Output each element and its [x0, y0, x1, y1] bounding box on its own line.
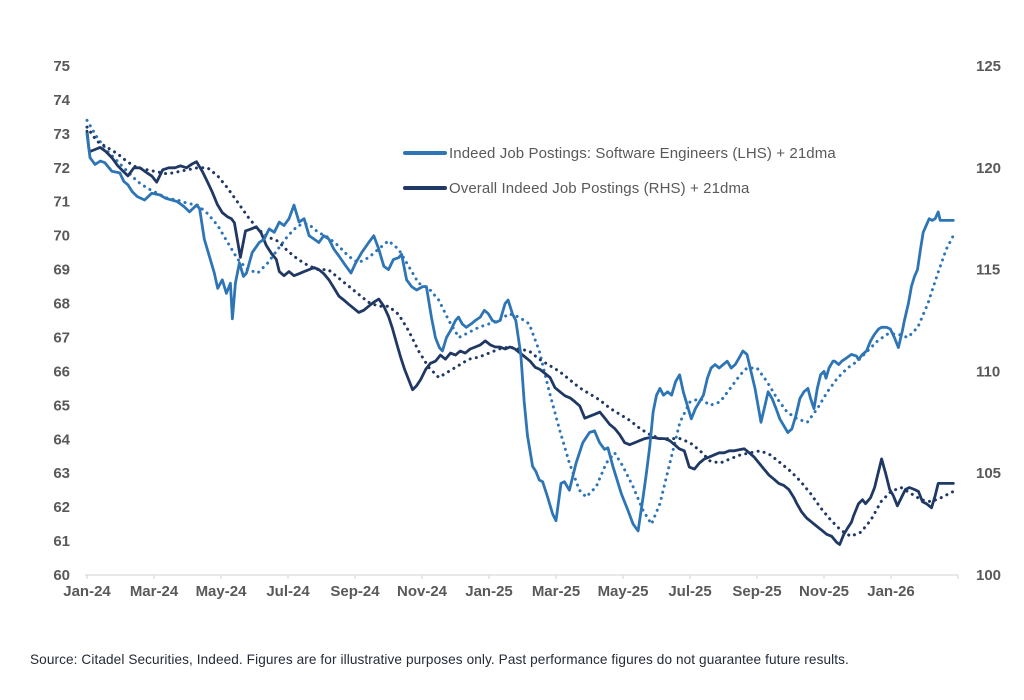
y-left-tick-label: 72 — [53, 160, 70, 177]
x-tick-label: Jul-25 — [668, 583, 711, 600]
y-left-tick-label: 70 — [53, 228, 70, 245]
x-tick-label: Sep-25 — [732, 583, 781, 600]
series-blue-solid — [85, 132, 955, 533]
y-right-tick-label: 120 — [976, 160, 1001, 177]
y-right-tick-label: 125 — [976, 58, 1001, 75]
chart-canvas: Jan-24 Mar-24 May-24 Jul-24 Sep-24 Nov-24 Jan-… — [53, 58, 1001, 600]
x-tick-label: Nov-24 — [397, 583, 448, 600]
y-right-tick-label: 100 — [976, 567, 1001, 584]
series-blue-dotted — [85, 118, 955, 526]
y-left-tick-label: 66 — [53, 363, 70, 380]
x-tick-label: Jan-26 — [867, 583, 915, 600]
series-navy-solid — [85, 129, 955, 546]
y-right-tick-label: 110 — [976, 363, 1000, 380]
y-left-tick-label: 67 — [53, 329, 70, 346]
legend-item-overall-postings: Overall Indeed Job Postings (RHS) + 21dm… — [403, 179, 836, 197]
y-left-tick-label: 63 — [53, 465, 70, 482]
navy-line-swatch — [403, 186, 447, 190]
x-tick-label: Mar-25 — [532, 583, 580, 600]
y-left-tick-label: 68 — [53, 296, 70, 313]
y-left-tick-label: 73 — [53, 126, 70, 143]
x-tick-label: May-24 — [196, 583, 248, 600]
x-tick-label: May-25 — [598, 583, 649, 600]
legend: Indeed Job Postings: Software Engineers … — [403, 144, 836, 214]
y-left-tick-label: 64 — [53, 431, 70, 448]
legend-label-overall-postings: Overall Indeed Job Postings (RHS) + 21dm… — [449, 179, 750, 197]
x-tick-label: Nov-25 — [799, 583, 849, 600]
y-right-tick-label: 105 — [976, 465, 1001, 482]
y-right-tick-label: 115 — [976, 262, 1000, 279]
dual-axis-line-chart: Jan-24 Mar-24 May-24 Jul-24 Sep-24 Nov-24 Jan-… — [53, 58, 1001, 600]
x-tick-label: Mar-24 — [130, 583, 179, 600]
y-left-tick-label: 69 — [53, 262, 70, 279]
y-left-tick-label: 60 — [53, 567, 70, 584]
blue-line-swatch — [403, 151, 447, 155]
y-left-tick-label: 75 — [53, 58, 70, 75]
x-tick-label: Jan-24 — [63, 583, 111, 600]
source-note: Source: Citadel Securities, Indeed. Figu… — [30, 652, 849, 667]
y-left-tick-label: 65 — [53, 397, 70, 414]
y-left-tick-label: 61 — [53, 533, 70, 550]
y-left-tick-label: 62 — [53, 499, 70, 516]
legend-item-software-engineers: Indeed Job Postings: Software Engineers … — [403, 144, 836, 162]
legend-label-software-engineers: Indeed Job Postings: Software Engineers … — [449, 144, 836, 162]
y-left-tick-label: 71 — [53, 194, 70, 211]
x-tick-label: Jul-24 — [266, 583, 310, 600]
x-tick-label: Jan-25 — [465, 583, 513, 600]
y-left-tick-label: 74 — [53, 92, 70, 109]
x-tick-label: Sep-24 — [330, 583, 380, 600]
